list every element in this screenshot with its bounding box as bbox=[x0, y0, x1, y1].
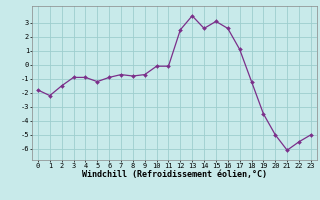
X-axis label: Windchill (Refroidissement éolien,°C): Windchill (Refroidissement éolien,°C) bbox=[82, 170, 267, 179]
